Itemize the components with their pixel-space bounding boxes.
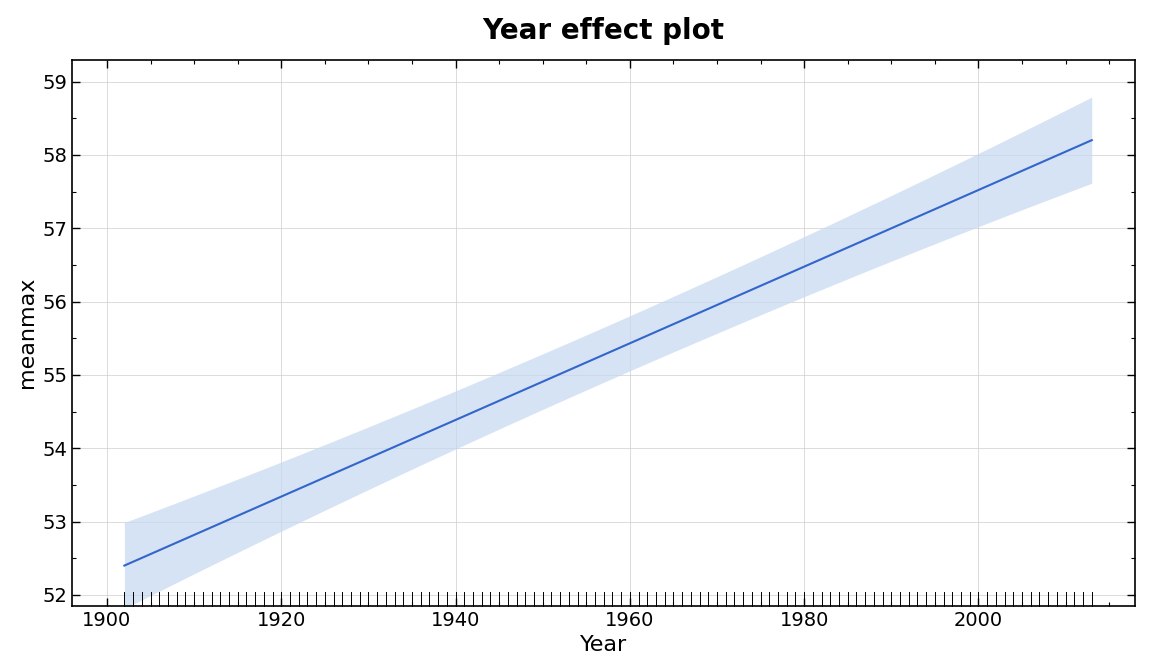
Y-axis label: meanmax: meanmax — [16, 277, 37, 388]
X-axis label: Year: Year — [581, 635, 628, 655]
Title: Year effect plot: Year effect plot — [483, 17, 725, 44]
